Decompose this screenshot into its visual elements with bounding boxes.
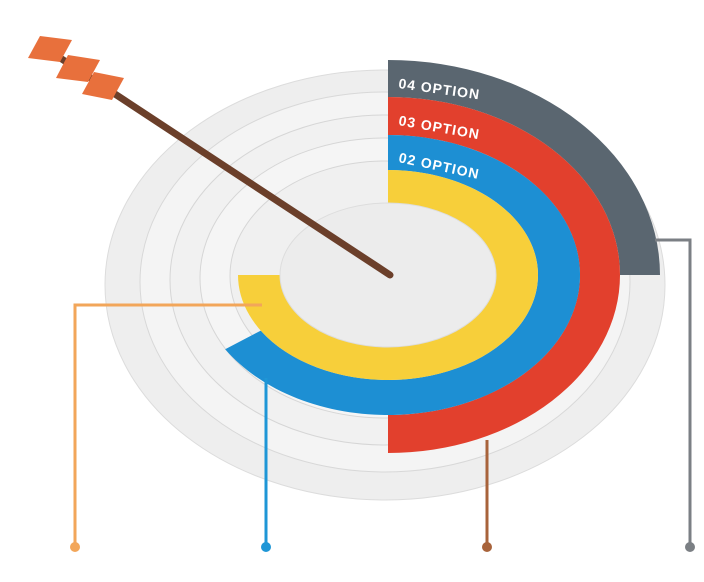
fletching xyxy=(28,36,72,62)
dot xyxy=(70,542,80,552)
connector xyxy=(73,303,262,545)
dot xyxy=(482,542,492,552)
option-bands xyxy=(225,60,660,453)
connectors xyxy=(70,238,695,552)
dot xyxy=(685,542,695,552)
arrow xyxy=(28,36,394,279)
band xyxy=(388,60,660,275)
band xyxy=(388,97,620,453)
dot xyxy=(261,542,271,552)
band xyxy=(238,170,538,380)
fletching xyxy=(56,55,100,82)
fletching xyxy=(82,72,124,100)
connector xyxy=(655,238,692,545)
